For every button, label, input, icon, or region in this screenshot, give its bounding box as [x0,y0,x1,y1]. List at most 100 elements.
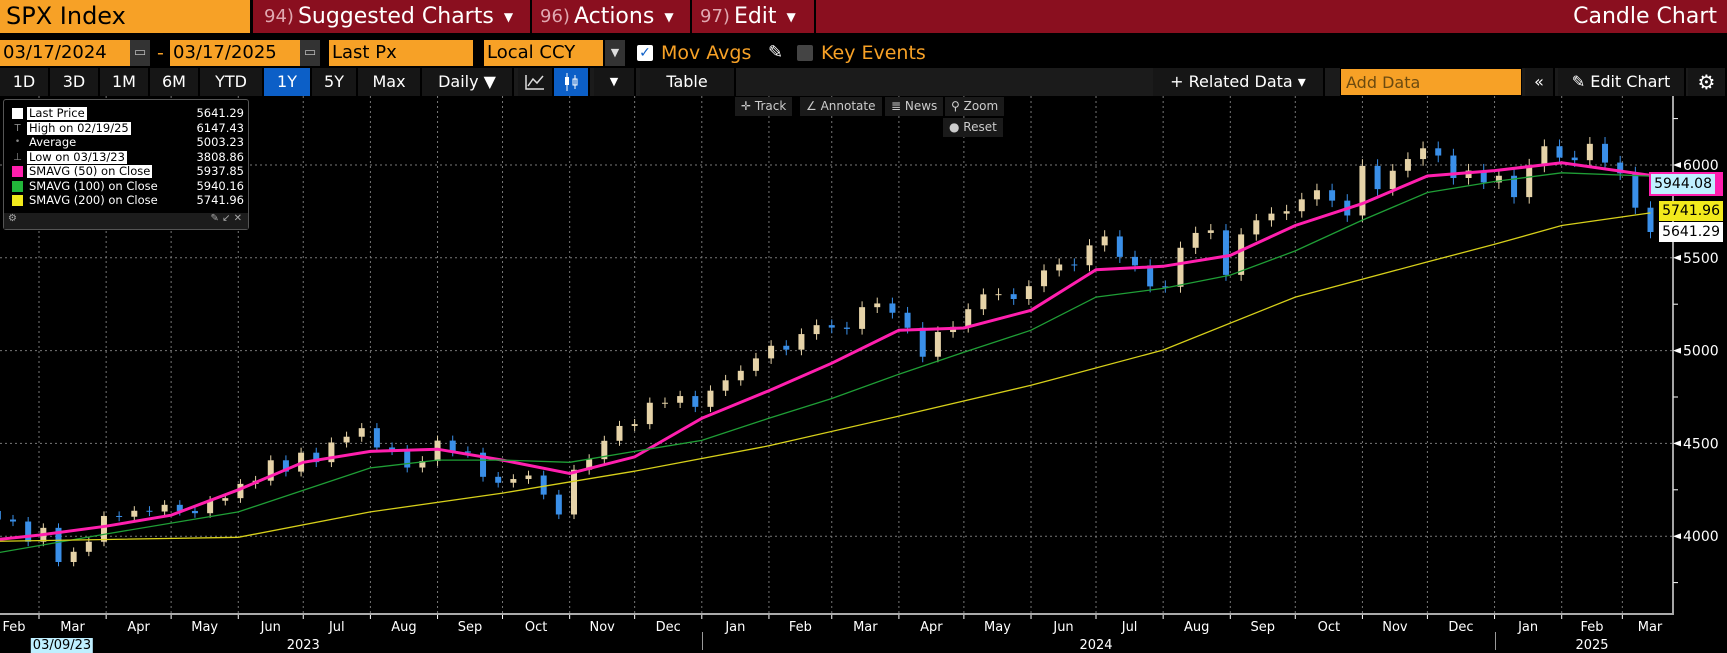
caret-down-icon: ▼ [786,9,796,24]
candle-down [191,510,198,514]
news-icon: ≣ [891,99,905,113]
frequency-dropdown[interactable]: Daily ▼ [422,68,514,96]
candle-up [874,303,881,308]
candle-up [1359,165,1366,216]
related-data-button[interactable]: + Related Data ▾ [1153,68,1325,96]
pencil-icon: ✎ [1571,72,1591,91]
candle-up [434,440,441,462]
y-tick-label: 5000 [1683,344,1719,360]
sma200-price-label: 5741.96 [1659,201,1723,221]
legend-sma100: SMAVG (100) on Close 5940.16 [12,179,244,193]
key-events-label[interactable]: Key Events [821,42,926,64]
x-year-label: 2023 [286,638,320,653]
candle-up [601,440,608,460]
candle-up [1404,159,1411,171]
add-data-input[interactable]: Add Data [1340,68,1522,96]
legend-panel[interactable]: Last Price 5641.29 T High on 02/19/25 6147.… [3,99,249,230]
period-3d[interactable]: 3D [50,68,100,96]
candle-up [510,479,517,483]
menu-label: Actions [573,4,655,29]
actions-menu[interactable]: 96) Actions ▼ [534,0,692,33]
legend-swatch [12,107,23,119]
candle-down [313,452,320,463]
candle-up [1101,236,1108,246]
candle-down [1450,155,1457,178]
end-date-field[interactable]: 03/17/2025 [170,40,300,66]
candle-up [1041,270,1048,287]
edit-menu[interactable]: 97) Edit ▼ [694,0,816,33]
y-tick [1673,533,1681,540]
y-tick [1673,162,1681,168]
x-month-label: Nov [589,620,615,635]
menu-number: 97) [700,6,730,27]
candle-down [1131,256,1138,266]
x-month-label: Jun [260,620,281,635]
period-1d[interactable]: 1D [0,68,50,96]
legend-value: 3808.86 [196,150,244,164]
settings-gear-icon[interactable]: ⚙ [1688,68,1727,96]
chart-type-dropdown[interactable]: ▼ [594,68,636,96]
low-marker-icon: ⊥ [13,151,22,163]
candle-up [798,334,805,350]
candle-down [10,519,17,522]
table-button[interactable]: Table [640,68,736,96]
annotate-tool[interactable]: ∠ Annotate [800,97,882,116]
average-marker-icon: • [14,136,21,147]
candle-down [1222,230,1229,275]
calendar-icon[interactable]: ▭ [130,40,150,66]
menu-number: 94) [264,6,294,27]
edit-chart-label: Edit Chart [1590,72,1671,91]
legend-value: 5003.23 [196,135,244,149]
collapse-button[interactable]: « [1525,68,1555,96]
settings-icon[interactable]: ⚙ [8,213,17,224]
x-month-label: Dec [1448,620,1474,635]
annotate-label: Annotate [820,99,876,113]
suggested-charts-menu[interactable]: 94) Suggested Charts ▼ [258,0,532,33]
mov-avgs-checkbox[interactable]: ✓ [637,45,653,61]
candle-up [1238,234,1245,275]
annotate-icon: ∠ [806,99,821,113]
period-5y[interactable]: 5Y [312,68,358,96]
currency-dropdown-icon[interactable]: ▼ [605,40,625,66]
legend-swatch [12,165,23,177]
legend-last-price: Last Price 5641.29 [12,106,244,120]
legend-sma200: SMAVG (200) on Close 5741.96 [12,193,244,207]
line-chart-icon[interactable] [518,68,554,96]
period-ytd[interactable]: YTD [200,68,264,96]
x-month-label: Jun [1053,620,1074,635]
period-1m[interactable]: 1M [100,68,150,96]
mov-avgs-label[interactable]: Mov Avgs [661,42,752,64]
period-1y[interactable]: 1Y [264,68,312,96]
candle-chart-icon[interactable] [554,68,590,96]
legend-value: 5641.29 [196,106,244,120]
start-date-field[interactable]: 03/17/2024 [0,40,130,66]
pin-icon[interactable]: ✎ ↙ ✕ [210,213,243,224]
candle-up [965,309,972,327]
title-bar: SPX Index 94) Suggested Charts ▼ 96) Action… [0,0,1727,33]
candle-chart[interactable]: 4000 4500 5000 5500 6000 [0,96,1727,650]
pencil-icon[interactable]: ✎ [768,42,784,63]
candle-down [692,396,699,407]
period-max[interactable]: Max [358,68,422,96]
key-events-checkbox[interactable] [797,45,813,61]
legend-label: Low on 03/13/23 [27,149,127,164]
field-selector[interactable]: Last Px [329,40,473,66]
security-field[interactable]: SPX Index [0,0,253,33]
currency-selector[interactable]: Local CCY [484,40,603,66]
zoom-tool[interactable]: ⚲ Zoom [945,97,1005,116]
y-tick-label: 6000 [1683,158,1719,174]
period-6m[interactable]: 6M [150,68,200,96]
x-month-label: Jan [725,620,746,635]
candle-up [161,504,168,512]
last-price-label: 5641.29 [1659,222,1723,242]
reset-button[interactable]: ● Reset [943,118,1003,137]
y-tick [1673,440,1681,447]
candle-down [25,521,32,542]
calendar-icon[interactable]: ▭ [300,40,320,66]
news-tool[interactable]: ≣ News [885,97,944,116]
edit-chart-button[interactable]: ✎ Edit Chart [1558,68,1686,96]
candle-down [1435,148,1442,156]
candle-up [1177,247,1184,287]
track-tool[interactable]: ✛ Track [735,97,793,116]
news-label: News [904,99,938,113]
